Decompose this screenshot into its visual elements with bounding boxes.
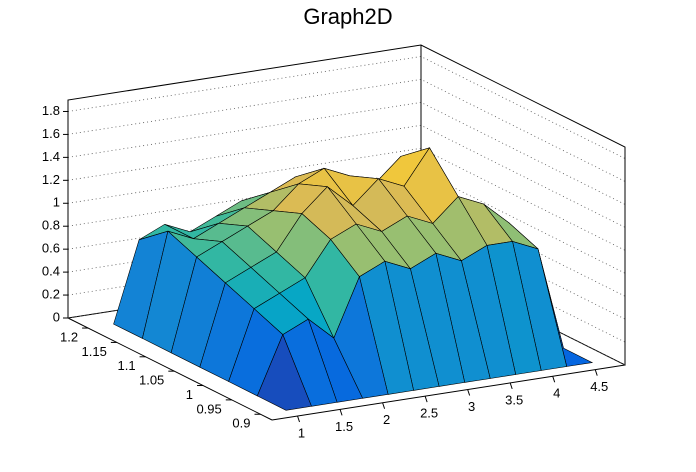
floor-edge	[271, 364, 626, 421]
z-tick-label: 0.4	[42, 264, 60, 279]
z-tick-label: 1.6	[42, 126, 60, 141]
z-tick-label: 1.2	[42, 172, 60, 187]
x-tick	[467, 389, 471, 396]
y-tick-label: 0.95	[196, 401, 221, 416]
grid-line	[67, 56, 626, 159]
z-tick-label: 0	[53, 309, 60, 324]
z-tick-label: 1.4	[42, 149, 60, 164]
x-tick	[297, 415, 300, 423]
x-tick	[424, 395, 428, 403]
x-tick-label: 1	[298, 425, 305, 440]
x-tick-label: 3.5	[505, 392, 523, 407]
z-tick-label: 1.8	[42, 103, 60, 118]
z-tick-label: 1	[53, 195, 60, 210]
floor-edge	[67, 317, 273, 421]
y-tick-label: 0.9	[232, 416, 250, 431]
x-tick	[509, 382, 513, 390]
grid-line	[67, 78, 626, 182]
surface-cell	[256, 333, 312, 411]
z-tick-label: 0.6	[42, 241, 60, 256]
x-tick	[594, 369, 598, 376]
z-tick-label: 0.2	[42, 286, 60, 301]
x-tick-label: 2	[383, 412, 390, 427]
x-tick-label: 3	[468, 399, 475, 414]
x-tick-label: 2.5	[420, 406, 438, 421]
x-tick	[552, 376, 556, 383]
chart-title: Graph2D	[303, 4, 392, 29]
y-tick-label: 1.05	[139, 373, 164, 388]
y-tick-label: 1.15	[82, 344, 107, 359]
x-tick-label: 4.5	[590, 379, 608, 394]
y-tick-label: 1.1	[117, 358, 135, 373]
x-tick-label: 4	[553, 386, 560, 401]
y-tick-label: 1.2	[60, 329, 78, 344]
z-tick-label: 0.8	[42, 218, 60, 233]
x-tick	[382, 402, 386, 409]
y-tick-label: 1	[186, 387, 193, 402]
x-tick	[339, 409, 343, 416]
x-tick-label: 1.5	[335, 419, 353, 434]
